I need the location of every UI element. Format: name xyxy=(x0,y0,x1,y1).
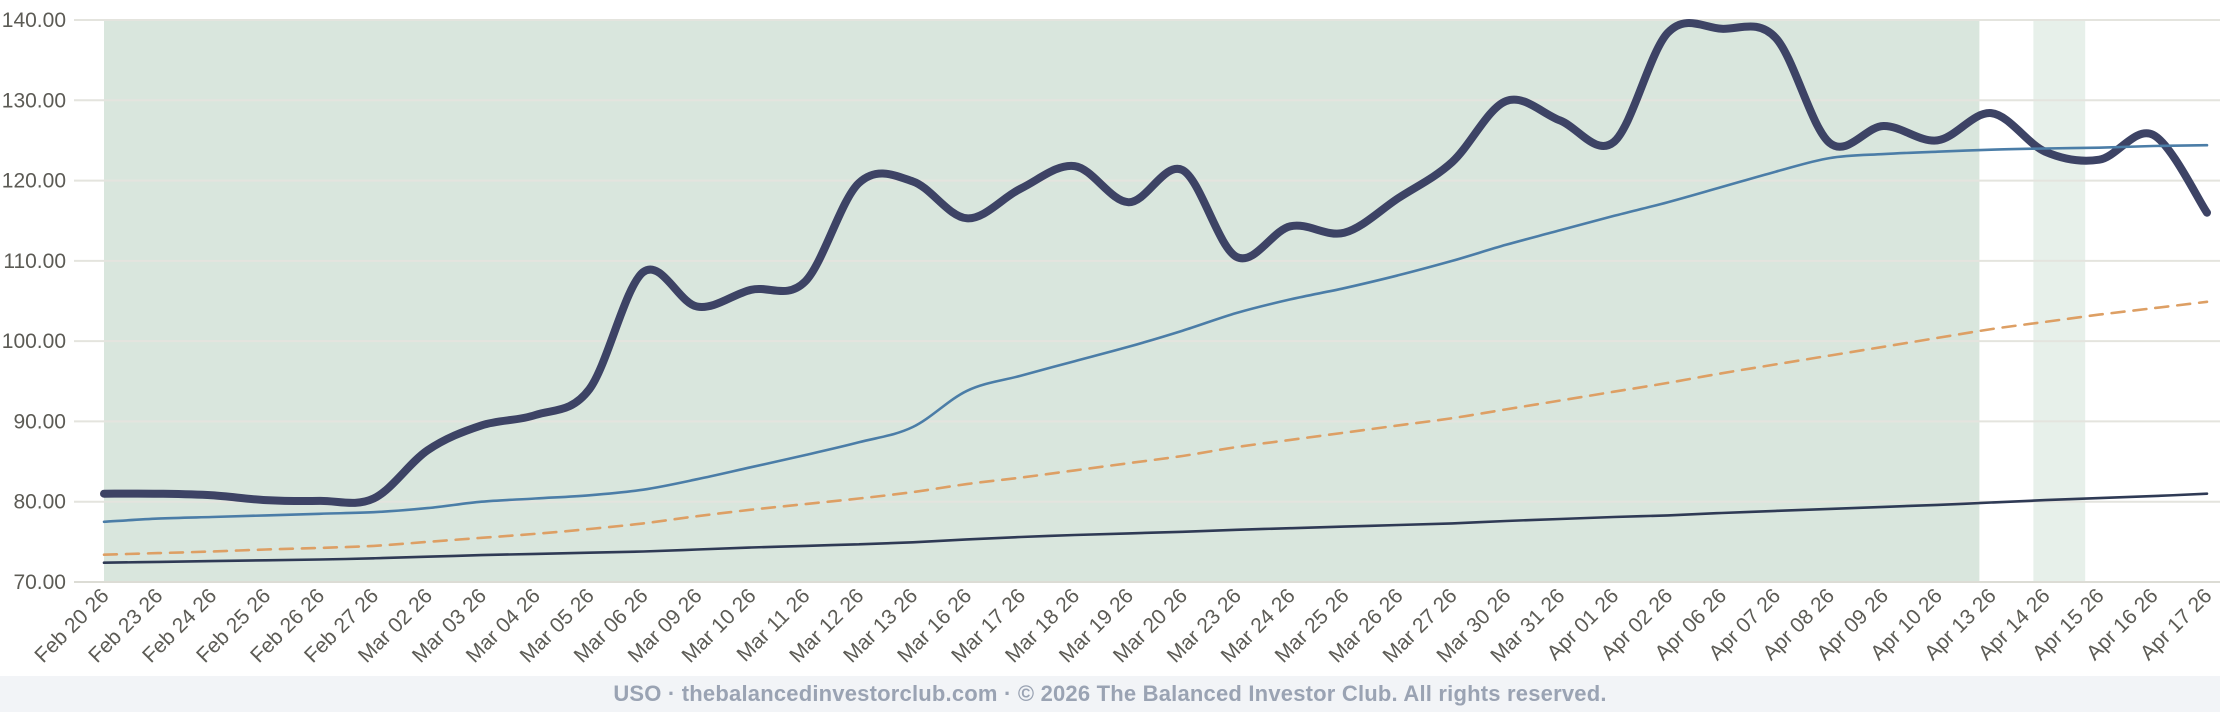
y-tick-label: 80.00 xyxy=(13,491,66,514)
y-tick-label: 90.00 xyxy=(13,410,66,433)
series-price-thick-navy xyxy=(100,19,2211,507)
series-lines xyxy=(100,19,2211,564)
footer-attribution: USO · thebalancedinvestorclub.com · © 20… xyxy=(613,681,1607,706)
y-axis-labels: 70.00 80.00 90.00 100.00 110.00 120.00 130.00 1… xyxy=(2,9,66,594)
y-tick-label: 110.00 xyxy=(3,250,66,273)
y-tick-label: 130.00 xyxy=(2,89,66,112)
series-baseline-dark-thin xyxy=(102,492,2209,564)
highlight-bands xyxy=(104,20,2086,582)
footer-bar: USO · thebalancedinvestorclub.com · © 20… xyxy=(0,676,2220,712)
gridlines xyxy=(74,19,2220,583)
series-trend-blue-thin xyxy=(102,143,2209,524)
y-tick-label: 140.00 xyxy=(2,9,66,32)
main-session-band xyxy=(104,20,1980,582)
y-tick-label: 70.00 xyxy=(13,571,66,594)
secondary-session-band xyxy=(2033,20,2086,582)
y-tick-label: 100.00 xyxy=(2,330,66,353)
uso-price-chart: 70.00 80.00 90.00 100.00 110.00 120.00 130.00 1… xyxy=(2,9,2220,667)
y-tick-label: 120.00 xyxy=(2,170,66,193)
series-projection-orange-dashed xyxy=(102,300,2209,556)
